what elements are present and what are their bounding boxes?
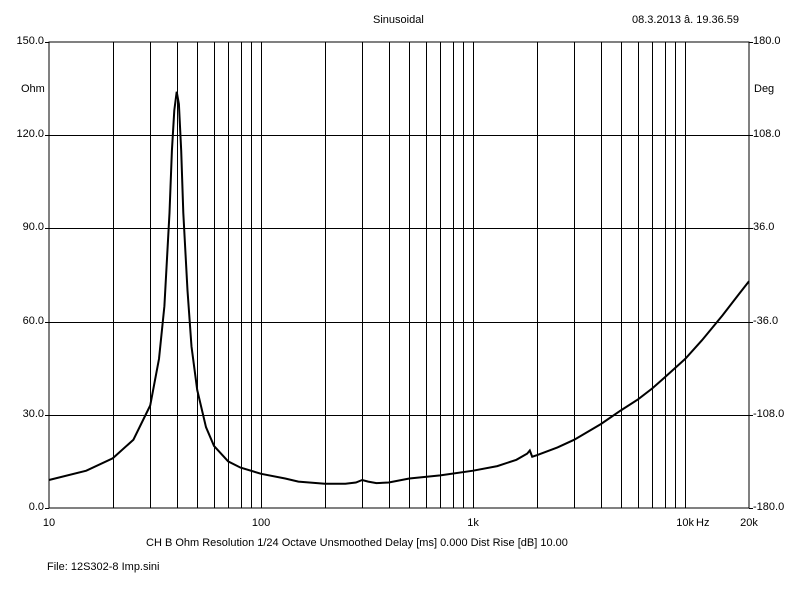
y-tick-label-left: 0.0 [28, 501, 44, 513]
y-tick-label-right: 108.0 [753, 128, 781, 141]
y-tick-label-right: 180.0 [753, 35, 781, 47]
measurement-mode: Sinusoidal [373, 14, 424, 26]
y-tick-label-left: 60.0 [22, 314, 44, 327]
x-tick-label: 1k [467, 517, 479, 529]
x-axis-unit: Hz [696, 517, 710, 529]
impedance-curve [48, 91, 750, 485]
measurement-settings: CH B Ohm Resolution 1/24 Octave Unsmooth… [146, 537, 568, 549]
x-tick-label: 100 [251, 517, 271, 529]
left-axis-unit: Ohm [21, 83, 45, 95]
x-tick-label: 10 [42, 517, 56, 529]
y-tick-label-right: 36.0 [753, 221, 775, 234]
file-name: File: 12S302-8 Imp.sini [47, 561, 160, 573]
y-tick-label-right: -180.0 [753, 501, 785, 513]
plot-frame [48, 41, 750, 509]
grid-lines [49, 42, 749, 508]
y-tick-label-left: 90.0 [22, 221, 44, 234]
y-tick-label-left: 30.0 [22, 407, 44, 420]
axis-ticks [45, 42, 753, 509]
timestamp: 08.3.2013 â. 19.36.59 [632, 14, 740, 26]
y-tick-label-left: 150.0 [16, 35, 44, 47]
y-tick-label-left: 120.0 [16, 128, 44, 141]
y-tick-label-right: -108.0 [753, 407, 785, 420]
x-tick-label: 10k [676, 517, 695, 529]
x-tick-label: 20k [740, 517, 758, 529]
right-axis-unit: Deg [754, 83, 775, 95]
y-tick-label-right: -36.0 [753, 314, 779, 327]
